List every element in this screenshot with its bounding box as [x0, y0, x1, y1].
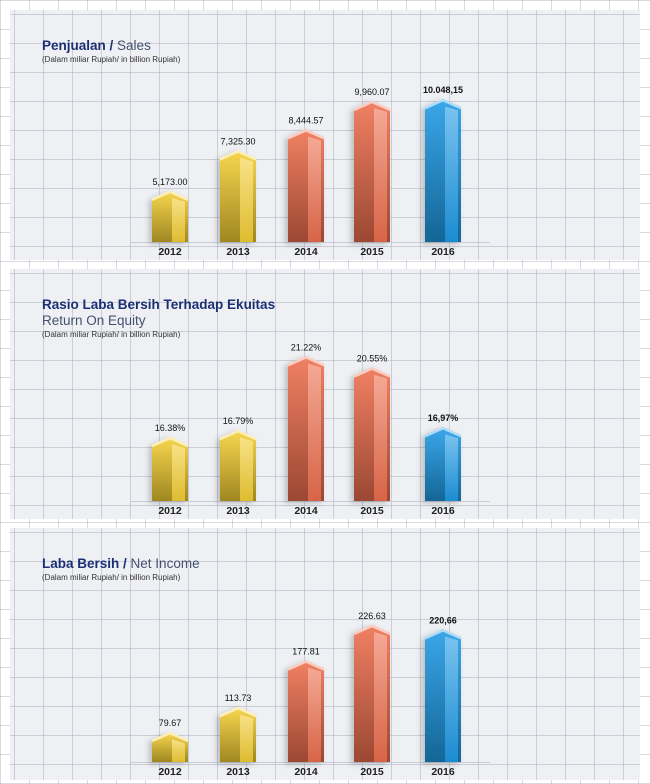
- sales-category-label-2016: 2016: [431, 246, 455, 258]
- roe-chart-panel: Rasio Laba Bersih Terhadap Ekuitas Retur…: [10, 269, 640, 519]
- roe-bar-2014: [287, 356, 325, 501]
- sales-bar-2014: [287, 129, 325, 242]
- sales-category-label-2012: 2012: [158, 246, 182, 258]
- roe-value-label-2014: 21.22%: [291, 342, 322, 352]
- sales-value-label-2013: 7,325.30: [220, 136, 255, 146]
- net-income-title-en: Net Income: [130, 556, 200, 571]
- sales-bar-2016: [424, 98, 462, 243]
- roe-chart-title-en: Return On Equity: [42, 313, 275, 329]
- net-income-bar-2013: [219, 706, 257, 762]
- sales-chart-panel: Penjualan / Sales (Dalam miliar Rupiah/ …: [10, 10, 640, 260]
- net-income-bar-chart: 79.67 2012 113.73 2013 177.81 2014 226.63 2015 2…: [130, 611, 490, 778]
- net-income-category-label-2013: 2013: [226, 766, 250, 778]
- roe-value-label-2013: 16.79%: [223, 416, 254, 426]
- sales-title-en: Sales: [117, 38, 151, 53]
- roe-title-en: Return On Equity: [42, 313, 146, 328]
- roe-bar-2013: [219, 429, 257, 501]
- net-income-bar-2015: [353, 624, 391, 762]
- roe-value-label-2015: 20.55%: [357, 354, 388, 364]
- roe-value-label-2016: 16,97%: [428, 413, 459, 423]
- roe-category-label-2013: 2013: [226, 505, 250, 517]
- roe-bar-2015: [353, 367, 391, 501]
- sales-category-label-2014: 2014: [294, 246, 318, 258]
- sales-value-label-2016: 10.048,15: [423, 85, 463, 95]
- roe-bar-chart: 16.38% 2012 16.79% 2013 21.22% 2014 20.55% 2015…: [130, 342, 490, 517]
- net-income-value-label-2013: 113.73: [225, 693, 252, 703]
- net-income-value-label-2012: 79.67: [159, 718, 182, 728]
- net-income-chart-title: Laba Bersih / Net Income: [42, 556, 200, 571]
- roe-chart-subtitle: (Dalam miliar Rupiah/ in billion Rupiah): [42, 330, 181, 339]
- roe-bar-2012: [151, 436, 189, 501]
- net-income-bar-2012: [151, 731, 189, 762]
- net-income-chart-panel: Laba Bersih / Net Income (Dalam miliar R…: [10, 528, 640, 780]
- net-income-bar-2014: [287, 660, 325, 762]
- sales-value-label-2012: 5,173.00: [152, 177, 187, 187]
- net-income-category-label-2012: 2012: [158, 766, 182, 778]
- net-income-category-label-2015: 2015: [360, 766, 384, 778]
- net-income-bar-2016: [424, 628, 462, 762]
- net-income-chart-subtitle: (Dalam miliar Rupiah/ in billion Rupiah): [42, 573, 181, 582]
- roe-category-label-2012: 2012: [158, 505, 182, 517]
- net-income-title-id: Laba Bersih: [42, 556, 120, 571]
- roe-chart-title: Rasio Laba Bersih Terhadap Ekuitas: [42, 297, 275, 313]
- sales-category-label-2013: 2013: [226, 246, 250, 258]
- sales-chart-subtitle: (Dalam miliar Rupiah/ in billion Rupiah): [42, 55, 181, 64]
- sales-value-label-2015: 9,960.07: [354, 87, 389, 97]
- sales-value-label-2014: 8,444.57: [288, 115, 323, 125]
- sales-bar-2013: [219, 150, 257, 242]
- roe-category-label-2016: 2016: [431, 505, 455, 517]
- sales-category-label-2015: 2015: [360, 246, 384, 258]
- net-income-category-label-2016: 2016: [431, 766, 455, 778]
- roe-category-label-2015: 2015: [360, 505, 384, 517]
- roe-bar-2016: [424, 426, 462, 501]
- roe-value-label-2012: 16.38%: [155, 423, 186, 433]
- sales-bar-2015: [353, 100, 391, 243]
- roe-category-label-2014: 2014: [294, 505, 318, 517]
- sales-title-id: Penjualan: [42, 38, 106, 53]
- roe-title-id: Rasio Laba Bersih Terhadap Ekuitas: [42, 297, 276, 312]
- net-income-category-label-2014: 2014: [294, 766, 318, 778]
- net-income-value-label-2016: 220,66: [429, 615, 457, 625]
- net-income-value-label-2014: 177.81: [292, 647, 320, 657]
- sales-bar-2012: [151, 190, 189, 242]
- sales-chart-title: Penjualan / Sales: [42, 38, 151, 53]
- sales-bar-chart: 5,173.00 2012 7,325.30 2013 8,444.57 2014 9,96…: [130, 85, 490, 258]
- net-income-value-label-2015: 226.63: [358, 611, 386, 621]
